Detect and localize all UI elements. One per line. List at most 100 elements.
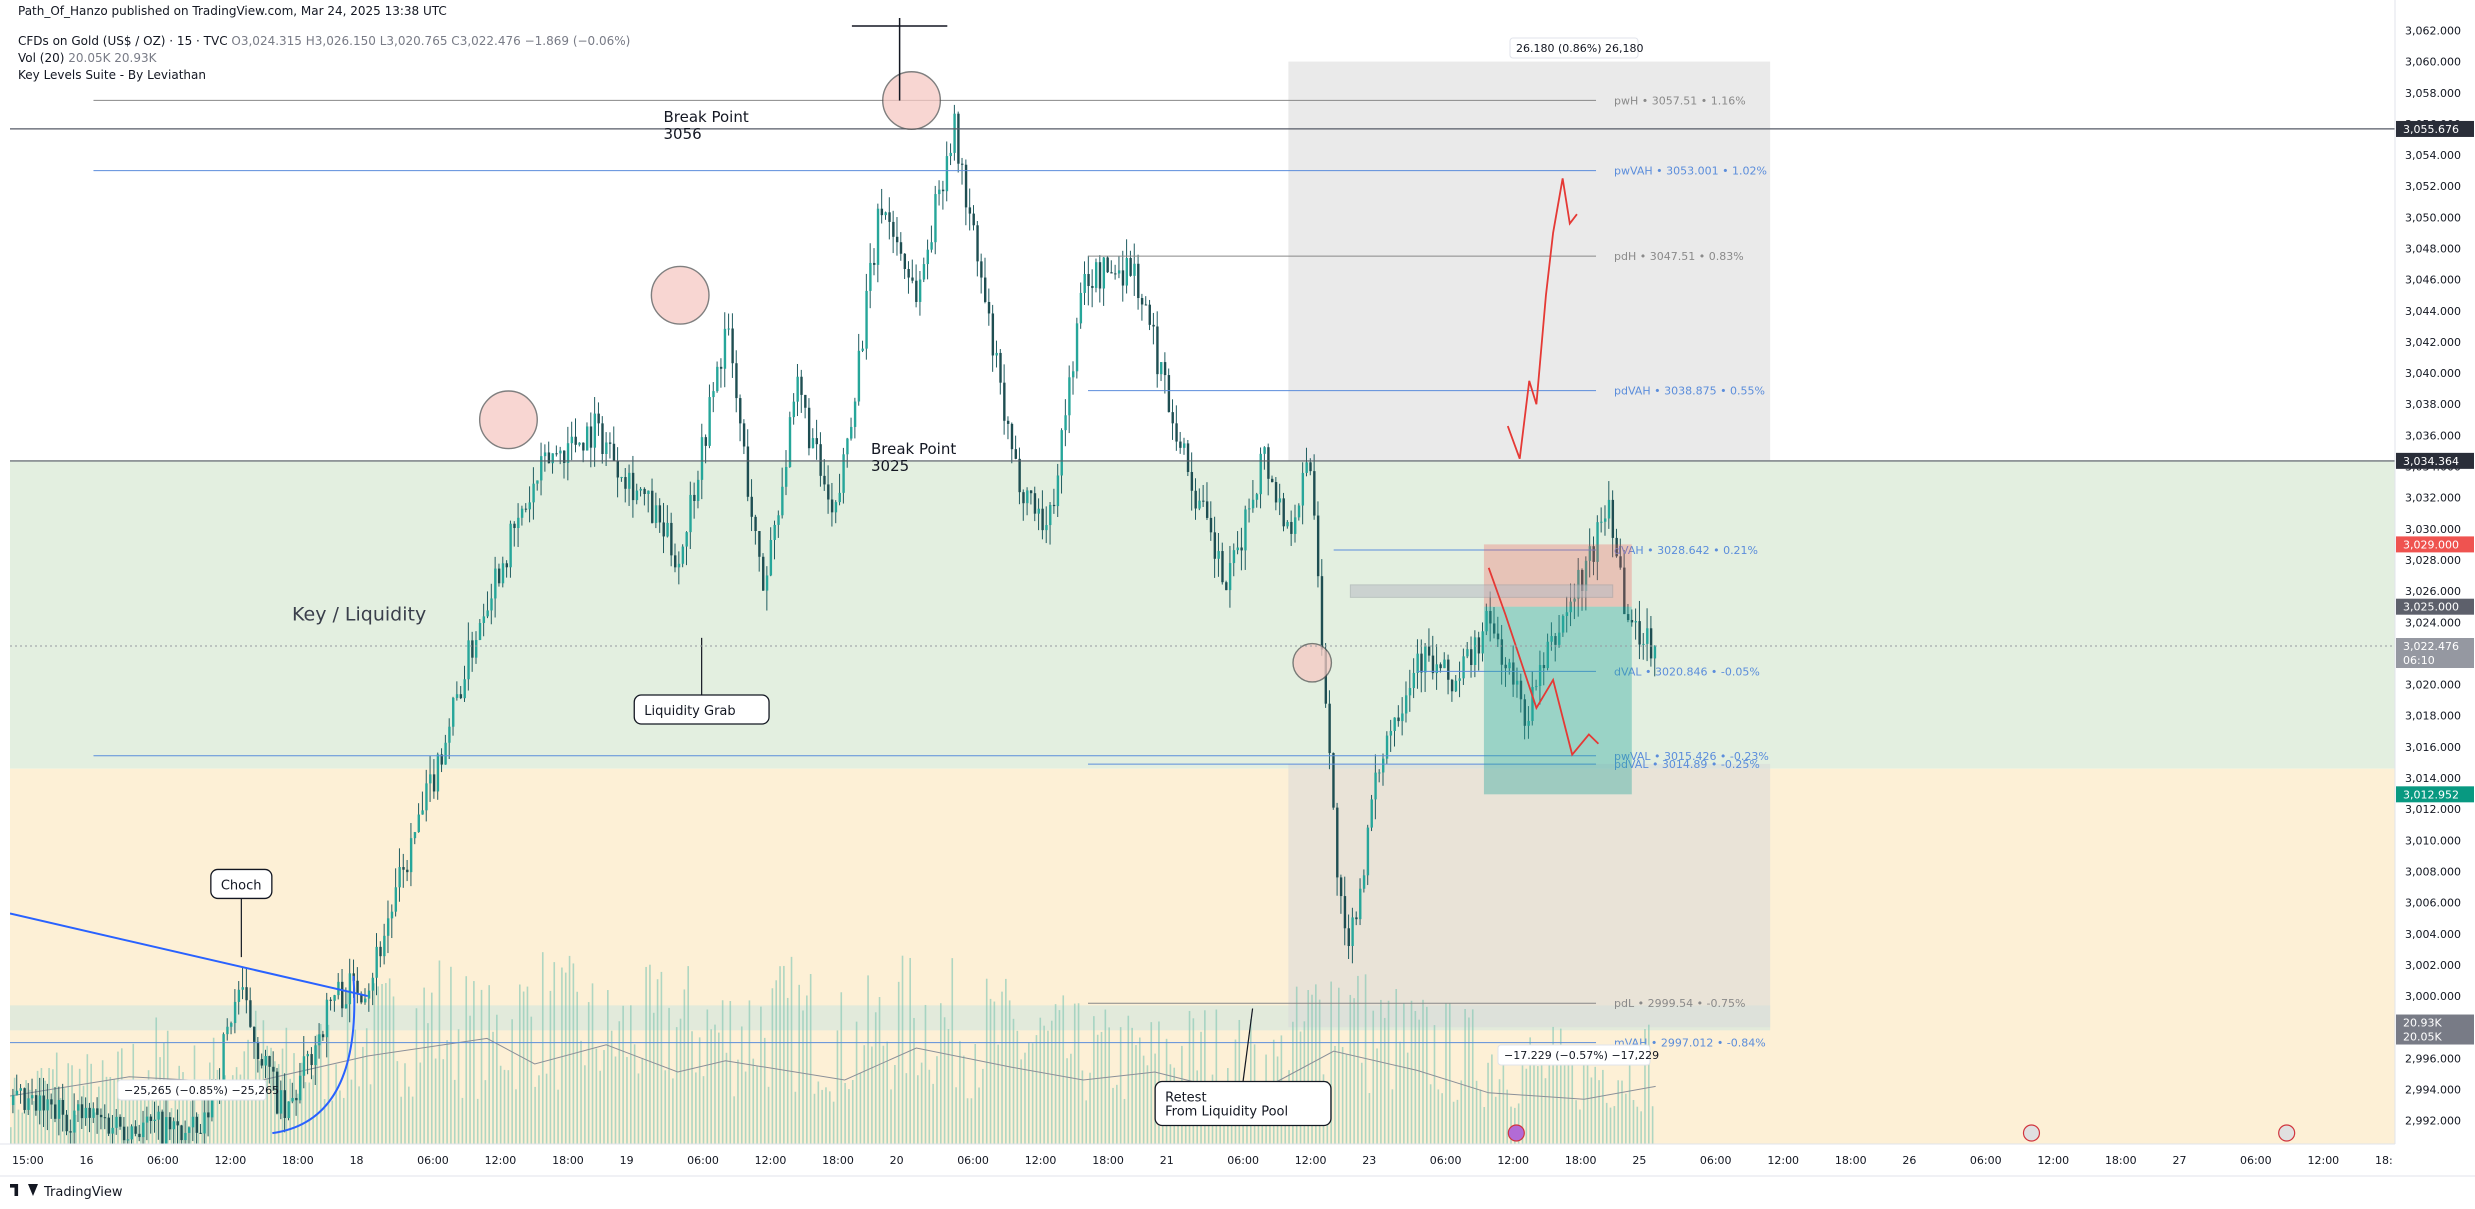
- volume-bar: [388, 978, 391, 1144]
- volume-bar: [1047, 1030, 1049, 1144]
- candle-body: [153, 1119, 156, 1121]
- candle-body: [991, 313, 995, 356]
- volume-bar: [561, 967, 563, 1144]
- candle-body: [945, 156, 949, 192]
- y-tick-6: 3,050.000: [2405, 211, 2461, 224]
- volume-bar: [668, 1007, 670, 1144]
- candle-body: [612, 443, 616, 461]
- volume-bar: [1441, 1093, 1443, 1144]
- volume-bar: [1433, 1025, 1436, 1144]
- candle-body: [1554, 636, 1557, 645]
- candle-body: [69, 1131, 72, 1133]
- candle-body: [731, 328, 734, 364]
- candle-body: [1079, 292, 1083, 324]
- candle-body: [888, 212, 891, 222]
- candle-body: [884, 212, 887, 216]
- candle-body: [1171, 412, 1174, 424]
- candle-body: [762, 556, 765, 591]
- volume-bar: [1498, 1079, 1501, 1144]
- volume-bar: [917, 1075, 919, 1144]
- candle-body: [681, 546, 685, 564]
- volume-bar: [832, 1101, 835, 1144]
- indicator-legend[interactable]: Key Levels Suite - By Leviathan: [18, 68, 206, 82]
- volume-bar: [235, 1067, 238, 1144]
- price-axis-bg: [2395, 0, 2475, 1144]
- volume-bar: [1341, 1046, 1344, 1144]
- range-label-box-2: [117, 1079, 267, 1101]
- volume-bar: [534, 1086, 536, 1144]
- candle-body: [1535, 685, 1538, 688]
- candle-body: [654, 505, 658, 523]
- candle-body: [842, 454, 845, 493]
- candle-body: [226, 1026, 229, 1035]
- candle-body: [1561, 616, 1565, 633]
- volume-bar: [25, 1080, 27, 1144]
- candle-body: [432, 774, 436, 792]
- axis-label-0: 3,055.676: [2403, 123, 2459, 136]
- candle-body: [524, 508, 528, 510]
- tradingview-footer: TradingView: [10, 1184, 123, 1200]
- ohlc-l: L3,020.765: [379, 34, 448, 48]
- candle-body: [746, 446, 750, 497]
- candle-body: [149, 1116, 153, 1121]
- callout-text-1-0: Choch: [221, 878, 262, 893]
- volume-bar: [1544, 1078, 1547, 1144]
- volume-bar: [1529, 1037, 1531, 1144]
- volume-bar: [1502, 1064, 1505, 1144]
- volume-bar: [86, 1054, 89, 1144]
- volume-bar: [790, 956, 793, 1144]
- volume-bar: [771, 988, 774, 1144]
- candle-body: [268, 1056, 271, 1067]
- candle-body: [1003, 382, 1006, 421]
- volume-bar: [763, 1037, 766, 1144]
- candle-body: [298, 1075, 302, 1101]
- candle-body: [1263, 447, 1266, 454]
- symbol-name[interactable]: CFDs on Gold (US$ / OZ) · 15 · TVC: [18, 34, 228, 48]
- candle-body: [559, 450, 562, 454]
- candle-body: [329, 999, 332, 1001]
- candle-body: [99, 1114, 103, 1118]
- volume-bar: [997, 1044, 999, 1144]
- candle-body: [161, 1111, 164, 1144]
- trendline: [10, 912, 368, 998]
- candle-body: [1355, 917, 1358, 920]
- candle-body: [386, 918, 390, 936]
- volume-bar: [1315, 984, 1317, 1144]
- candle-body: [54, 1104, 57, 1119]
- y-tick-25: 3,012.000: [2405, 803, 2461, 816]
- volume-bar: [48, 1068, 50, 1144]
- x-tick-16: 18:00: [1092, 1154, 1124, 1167]
- candle-body: [390, 911, 394, 919]
- volume-legend[interactable]: Vol (20) 20.05K 20.93K: [18, 51, 157, 65]
- candle-body: [1615, 537, 1618, 557]
- candle-body: [1217, 551, 1220, 559]
- volume-bar: [1368, 1092, 1371, 1144]
- candle-body: [1049, 504, 1052, 526]
- candle-body: [995, 352, 998, 356]
- candle-body: [1542, 664, 1546, 669]
- volume-bar: [1338, 987, 1340, 1144]
- candle-body: [463, 679, 466, 699]
- candle-body: [934, 194, 937, 243]
- candle-body: [134, 1126, 137, 1134]
- volume-bar: [1295, 986, 1298, 1144]
- volume-bar: [128, 1088, 131, 1144]
- axis-label-3: 3,025.000: [2403, 601, 2459, 614]
- candle-body: [409, 838, 413, 873]
- candle-body: [1473, 637, 1477, 665]
- break-point-value-0: 3056: [663, 125, 701, 143]
- volume-bar: [147, 1070, 150, 1144]
- candle-body: [1496, 633, 1500, 640]
- volume-bar: [698, 1037, 701, 1144]
- candle-body: [306, 1054, 309, 1057]
- axis-label-bg-0: [2396, 120, 2474, 137]
- choch-arc: [272, 975, 356, 1135]
- volume-bar: [90, 1063, 92, 1144]
- candle-body: [459, 694, 463, 699]
- volume-bar: [672, 1078, 674, 1144]
- candle-body: [620, 477, 623, 479]
- candle-body: [122, 1126, 126, 1141]
- candle-body: [651, 490, 654, 523]
- volume-bar: [1647, 1024, 1650, 1144]
